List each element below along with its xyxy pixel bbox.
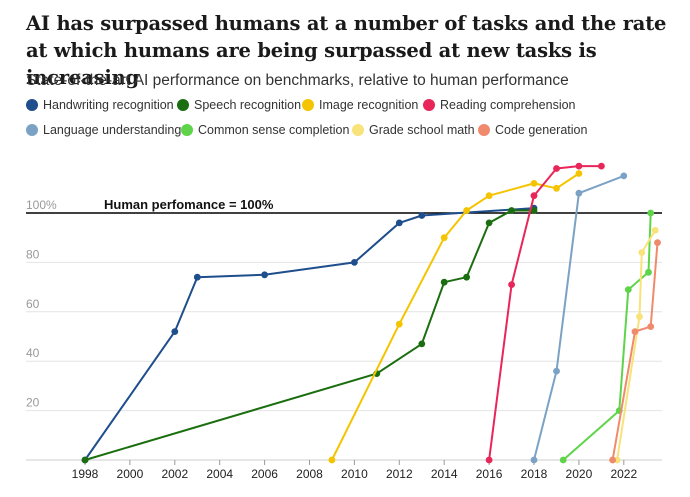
data-point-speech-recognition: [508, 207, 515, 214]
x-tick-label: 2006: [251, 467, 278, 481]
series-line-code-generation: [611, 242, 659, 461]
data-point-code-generation: [631, 328, 639, 335]
data-point-reading-comprehension: [530, 192, 538, 200]
x-tick-label: 2008: [296, 467, 323, 481]
data-point-common-sense-completion: [647, 209, 655, 217]
data-point-language-understanding: [575, 189, 583, 197]
x-tick-label: 2022: [610, 467, 637, 481]
data-point-common-sense-completion: [645, 268, 652, 276]
legend-swatch: [26, 99, 38, 111]
legend-item-code-generation: Code generation: [478, 123, 587, 137]
data-point-common-sense-completion: [559, 456, 567, 464]
data-point-reading-comprehension: [598, 162, 605, 170]
data-point-language-understanding: [620, 172, 628, 180]
data-point-image-recognition: [485, 192, 493, 200]
series-line-grade-school-math: [616, 229, 657, 461]
legend-swatch: [177, 99, 189, 111]
data-point-image-recognition: [328, 456, 336, 464]
data-point-handwriting-recognition: [395, 219, 403, 227]
legend-label: Handwriting recognition: [43, 98, 174, 112]
data-point-image-recognition: [530, 180, 538, 187]
data-point-handwriting-recognition: [193, 273, 201, 281]
data-point-speech-recognition: [418, 340, 426, 348]
legend-label: Image recognition: [319, 98, 419, 112]
legend-swatch: [423, 99, 435, 111]
data-point-code-generation: [647, 323, 655, 330]
data-point-image-recognition: [463, 207, 470, 214]
x-tick-label: 2004: [206, 467, 233, 481]
legend-item-reading: Reading comprehension: [423, 98, 576, 112]
legend-swatch: [302, 99, 314, 111]
legend-label: Speech recognition: [194, 98, 302, 112]
data-point-handwriting-recognition: [171, 328, 179, 335]
x-tick-label: 2014: [431, 467, 458, 481]
legend-label: Language understanding: [43, 123, 182, 137]
x-tick-label: 2010: [341, 467, 368, 481]
data-point-handwriting-recognition: [351, 259, 358, 266]
data-point-language-understanding: [530, 456, 538, 464]
series-line-common-sense-completion: [562, 212, 652, 461]
legend-swatch: [181, 124, 193, 136]
legend-item-handwriting: Handwriting recognition: [26, 98, 174, 112]
y-tick-label: 60: [26, 297, 40, 311]
series-line-image-recognition: [331, 172, 580, 461]
data-point-grade-school-math: [638, 249, 646, 256]
data-point-image-recognition: [440, 234, 448, 242]
chart-subtitle: State-of-the-art AI performance on bench…: [26, 72, 569, 89]
data-point-image-recognition: [395, 320, 403, 328]
x-tick-label: 1998: [72, 467, 99, 481]
data-point-handwriting-recognition: [418, 212, 426, 219]
x-tick-label: 2000: [117, 467, 144, 481]
chart-title: AI has surpassed humans at a number of t…: [26, 12, 667, 89]
x-tick-label: 2002: [161, 467, 188, 481]
x-tick-label: 2020: [566, 467, 593, 481]
data-point-speech-recognition: [81, 456, 89, 464]
legend-item-image: Image recognition: [302, 98, 418, 112]
legend-label: Code generation: [495, 123, 588, 137]
data-point-code-generation: [654, 239, 661, 247]
legend-label: Grade school math: [369, 123, 475, 137]
human-performance-label: Human perfomance = 100%: [104, 197, 274, 212]
y-tick-label: 100%: [26, 198, 57, 212]
data-point-reading-comprehension: [553, 165, 560, 172]
data-point-grade-school-math: [651, 226, 659, 234]
legend-item-grade-school-math: Grade school math: [352, 123, 475, 137]
legend-item-speech: Speech recognition: [177, 98, 301, 112]
data-point-code-generation: [609, 456, 616, 464]
data-point-image-recognition: [553, 184, 560, 192]
legend-item-common-sense: Common sense completion: [181, 123, 349, 137]
data-point-reading-comprehension: [485, 456, 493, 464]
data-point-grade-school-math: [636, 313, 643, 321]
data-point-reading-comprehension: [508, 281, 515, 288]
data-point-reading-comprehension: [575, 162, 583, 170]
data-point-common-sense-completion: [624, 286, 632, 293]
legend-swatch: [352, 124, 364, 136]
series-line-speech-recognition: [84, 209, 534, 461]
x-tick-label: 2018: [521, 467, 548, 481]
series-line-handwriting-recognition: [84, 207, 535, 461]
series-line-language-understanding: [533, 174, 625, 461]
x-tick-label: 2012: [386, 467, 413, 481]
data-point-speech-recognition: [440, 278, 448, 286]
y-tick-label: 20: [26, 396, 40, 410]
legend-label: Common sense completion: [198, 123, 350, 137]
y-tick-label: 40: [26, 346, 40, 360]
legend-item-language: Language understanding: [26, 123, 181, 137]
y-tick-label: 80: [26, 247, 40, 261]
series-line-reading-comprehension: [488, 165, 602, 461]
legend-swatch: [478, 124, 490, 136]
data-point-language-understanding: [553, 367, 560, 375]
data-point-speech-recognition: [485, 219, 493, 227]
data-point-speech-recognition: [530, 207, 538, 214]
data-point-image-recognition: [575, 170, 583, 177]
legend-swatch: [26, 124, 38, 136]
legend-label: Reading comprehension: [440, 98, 576, 112]
x-tick-label: 2016: [476, 467, 503, 481]
data-point-speech-recognition: [463, 273, 470, 281]
data-point-handwriting-recognition: [261, 271, 268, 279]
